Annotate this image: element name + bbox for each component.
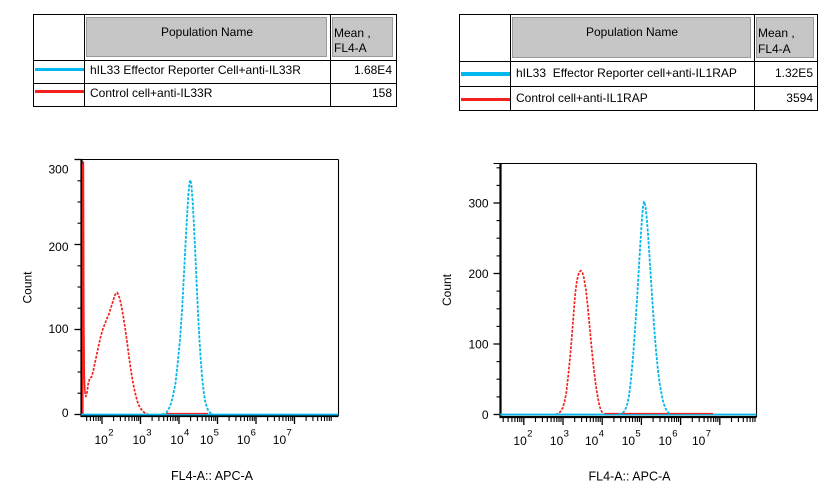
svg-text:10: 10 [692,434,706,448]
svg-text:5: 5 [214,428,219,439]
svg-text:200: 200 [48,240,68,254]
svg-text:3: 3 [564,429,569,440]
svg-text:0: 0 [482,408,489,422]
svg-text:4: 4 [599,429,604,440]
svg-text:100: 100 [468,337,488,351]
svg-text:7: 7 [706,429,711,440]
svg-text:Count: Count [440,273,454,306]
svg-text:10: 10 [513,434,527,448]
svg-text:10: 10 [200,433,214,447]
svg-text:0: 0 [62,406,69,420]
svg-text:200: 200 [468,267,488,281]
svg-text:6: 6 [251,428,256,439]
svg-text:FL4-A:: APC-A: FL4-A:: APC-A [171,469,254,483]
svg-text:300: 300 [48,162,68,176]
svg-text:10: 10 [585,434,599,448]
svg-text:10: 10 [550,434,564,448]
svg-text:7: 7 [287,428,292,439]
svg-text:300: 300 [468,196,488,210]
svg-text:FL4-A:: APC-A: FL4-A:: APC-A [589,470,672,484]
svg-text:100: 100 [48,322,68,336]
svg-text:2: 2 [527,429,532,440]
svg-text:10: 10 [237,433,251,447]
svg-text:10: 10 [659,434,673,448]
svg-text:10: 10 [170,433,184,447]
svg-text:3: 3 [146,428,151,439]
svg-text:2: 2 [108,428,113,439]
svg-text:5: 5 [635,429,640,440]
svg-text:10: 10 [273,433,287,447]
svg-text:10: 10 [133,433,147,447]
svg-text:10: 10 [95,433,109,447]
svg-text:4: 4 [184,428,189,439]
svg-text:10: 10 [622,434,636,448]
svg-text:Count: Count [21,271,35,304]
svg-text:6: 6 [672,429,677,440]
